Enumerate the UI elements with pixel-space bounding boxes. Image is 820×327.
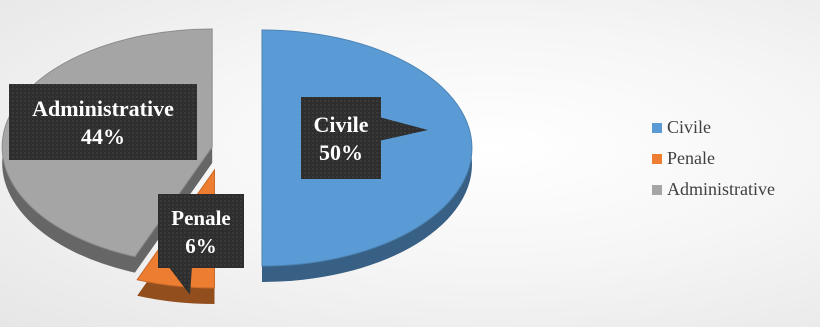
legend-swatch-civile <box>652 122 662 133</box>
legend: Civile Penale Administrative <box>652 112 775 205</box>
legend-item-penale: Penale <box>652 143 775 174</box>
data-label-penale: Penale 6% <box>158 194 244 295</box>
data-label-category-civile: Civile <box>314 112 369 137</box>
legend-item-administrative: Administrative <box>652 174 775 205</box>
callout-box-penale <box>158 194 244 268</box>
data-label-percent-administrative: 44% <box>81 124 125 149</box>
data-label-category-penale: Penale <box>171 206 230 230</box>
data-label-category-administrative: Administrative <box>32 96 174 121</box>
data-label-percent-penale: 6% <box>185 234 217 258</box>
data-label-civile: Civile 50% <box>301 97 428 179</box>
legend-swatch-administrative <box>652 184 662 195</box>
legend-label-civile: Civile <box>667 117 711 137</box>
callout-box-administrative <box>9 84 197 160</box>
data-label-percent-civile: 50% <box>319 140 363 165</box>
callout-box-civile <box>301 97 381 179</box>
data-label-administrative: Administrative 44% <box>9 84 197 160</box>
legend-label-administrative: Administrative <box>667 179 775 199</box>
callout-pointer-civile <box>379 117 428 141</box>
callout-pointer-penale <box>168 266 192 295</box>
legend-item-civile: Civile <box>652 112 775 143</box>
legend-label-penale: Penale <box>667 148 715 168</box>
legend-swatch-penale <box>652 153 662 164</box>
